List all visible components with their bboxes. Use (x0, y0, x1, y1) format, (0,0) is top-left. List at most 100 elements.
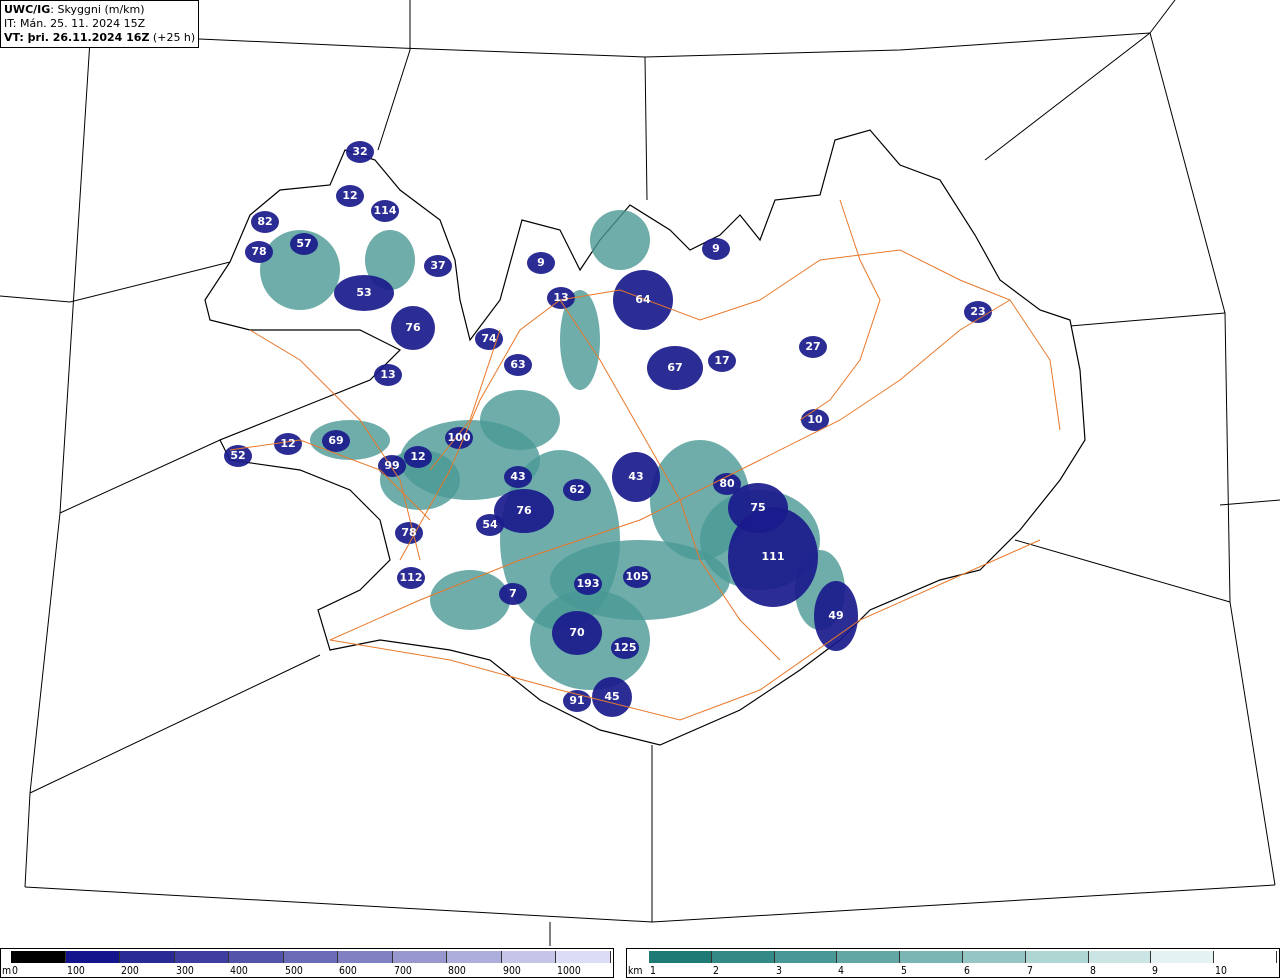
road (429, 329, 501, 471)
graticule-line (377, 0, 411, 151)
legend-swatch (447, 951, 502, 963)
visibility-labels: 32 12 114 82 57 78 37 53 76 13 74 63 9 13 9 64 67 17 23 27 1… (230, 145, 985, 707)
visibility-value-label: 13 (553, 291, 568, 304)
graticule-line (1014, 539, 1231, 603)
legend-tick: 8 (1089, 964, 1096, 977)
graticule-line (0, 261, 231, 303)
legend-tick: 6 (964, 964, 970, 977)
legend-tick: 900 (502, 964, 521, 977)
model-name: UWC/IG (4, 3, 51, 16)
legend-tick: 300 (175, 964, 194, 977)
graticule-line (1149, 32, 1276, 886)
visibility-area-m (611, 637, 639, 659)
visibility-area-m (475, 328, 503, 350)
legend-tick: 9 (1152, 964, 1159, 977)
visibility-value-label: 57 (296, 237, 311, 250)
legend-tick: 0 (12, 964, 18, 977)
legend-swatch (1214, 951, 1277, 963)
visibility-area-m (563, 479, 591, 501)
visibility-area-m (574, 573, 602, 595)
visibility-area-m (527, 252, 555, 274)
visibility-value-label: 64 (635, 293, 651, 306)
visibility-value-label: 70 (569, 626, 585, 639)
visibility-area-m (613, 270, 673, 330)
visibility-area-m (395, 522, 423, 544)
visibility-value-label: 10 (807, 413, 823, 426)
visibility-value-label: 13 (380, 368, 395, 381)
visibility-area-m (964, 301, 992, 323)
graticule-line (24, 39, 91, 888)
road (249, 329, 421, 561)
visibility-value-label: 75 (750, 501, 765, 514)
visibility-area-m (346, 141, 374, 163)
visibility-value-label: 9 (537, 256, 545, 269)
field-name: : Skyggni (m/km) (50, 3, 145, 16)
legend-swatch (962, 951, 1026, 963)
visibility-area-m (713, 473, 741, 495)
legend-swatch (283, 951, 339, 963)
legend-tick: 4 (838, 964, 845, 977)
visibility-value-label: 78 (251, 245, 266, 258)
visibility-value-label: 12 (342, 189, 357, 202)
visibility-value-label: 23 (970, 305, 985, 318)
visibility-area-m (290, 233, 318, 255)
legend-swatch (1025, 951, 1089, 963)
visibility-value-label: 91 (569, 694, 584, 707)
visibility-value-label: 67 (667, 361, 682, 374)
lead-time: (+25 h) (149, 31, 196, 44)
legend-tick: 1000 (557, 964, 582, 977)
visibility-value-label: 12 (410, 450, 425, 463)
graticule-line (24, 884, 1276, 923)
legend-tick: 500 (284, 964, 303, 977)
visibility-value-label: 62 (569, 483, 584, 496)
visibility-area-m (708, 350, 736, 372)
visibility-area-m (552, 611, 602, 655)
visibility-area-m (322, 430, 350, 452)
graticule-line (984, 32, 1151, 161)
legend-tick: 100 (66, 964, 85, 977)
visibility-area-m (224, 445, 252, 467)
visibility-area-m (374, 364, 402, 386)
visibility-value-label: 43 (628, 470, 643, 483)
initial-time: IT: Mán. 25. 11. 2024 15Z (4, 17, 146, 30)
visibility-area-m (814, 581, 858, 651)
legend-tick: 600 (339, 964, 358, 977)
legend-swatch (174, 951, 230, 963)
visibility-area-m (504, 466, 532, 488)
visibility-area-m (391, 306, 435, 350)
graticule-line (29, 654, 321, 794)
visibility-area-km (260, 230, 340, 310)
legend-swatch (229, 951, 284, 963)
visibility-value-label: 52 (230, 449, 245, 462)
legend-swatch (649, 951, 712, 963)
legend-swatch (1151, 951, 1215, 963)
visibility-area-km (480, 390, 560, 450)
legend-tick: 400 (230, 964, 249, 977)
valid-time: VT: þri. 26.11.2024 16Z (4, 31, 150, 44)
visibility-value-label: 9 (712, 242, 720, 255)
legend-kilometers: km 1 2 3 4 5 6 7 8 9 10 (626, 948, 1280, 978)
legend-swatch (11, 951, 66, 963)
graticule-line (59, 439, 221, 514)
visibility-value-label: 43 (510, 470, 525, 483)
visibility-value-label: 7 (509, 587, 517, 600)
visibility-area-m (547, 287, 575, 309)
legend-tick: 1 (650, 964, 656, 977)
road (399, 289, 761, 561)
visibility-value-label: 74 (481, 332, 497, 345)
visibility-area-m (494, 489, 554, 533)
road (229, 439, 431, 521)
visibility-area-m (592, 677, 632, 717)
visibility-value-label: 125 (614, 641, 637, 654)
visibility-area-km (365, 230, 415, 290)
visibility-area-m (245, 241, 273, 263)
visibility-area-m (476, 514, 504, 536)
legend-swatch (837, 951, 901, 963)
legend-swatch (65, 951, 121, 963)
visibility-area-m (251, 211, 279, 233)
legend-swatch (1088, 951, 1152, 963)
legend-tick: 200 (121, 964, 139, 977)
legend-swatch (774, 951, 838, 963)
visibility-value-label: 49 (828, 609, 843, 622)
visibility-value-label: 99 (384, 459, 399, 472)
